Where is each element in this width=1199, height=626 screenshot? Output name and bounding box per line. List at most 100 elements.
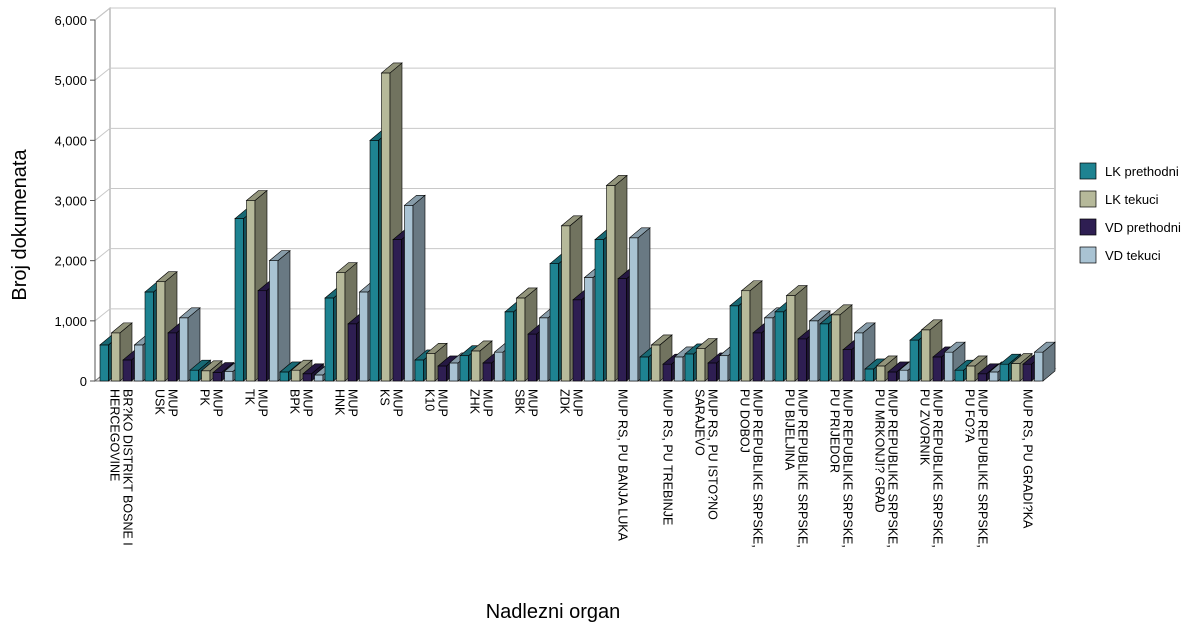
bar-front	[909, 339, 919, 382]
bar-front	[696, 348, 706, 382]
bar-top	[887, 361, 910, 373]
bar-front	[369, 140, 379, 382]
x-category-line: USK	[153, 389, 167, 415]
gridline-side	[94, 308, 111, 322]
x-category-line: MUP REPUBLIKE SRPSKE,	[931, 389, 945, 548]
bar-front	[831, 314, 841, 382]
x-category-line: MUP	[436, 389, 450, 417]
legend-item: VD tekuci	[1079, 246, 1161, 264]
x-category-label: MUP REPUBLIKE SRPSKE,PU FO?A	[963, 389, 990, 548]
bar-front	[999, 363, 1009, 382]
bar-top	[965, 355, 988, 367]
x-category-line: MUP RS, PU ISTO?NO	[706, 389, 720, 520]
x-category-line: PU PRIJEDOR	[828, 389, 842, 473]
bar-front	[111, 332, 121, 382]
bar-top	[560, 215, 583, 227]
x-category-line: HNK	[333, 389, 347, 416]
legend-label: LK prethodni	[1105, 164, 1179, 179]
bar-front	[482, 362, 492, 382]
bar-front	[392, 239, 402, 382]
bar-front	[234, 218, 244, 382]
bar-front	[774, 311, 784, 382]
bar-front	[764, 317, 774, 382]
x-category-line: MUP	[346, 389, 360, 417]
x-category-line: MUP	[571, 389, 585, 417]
bar-front	[876, 365, 886, 382]
bar-front	[899, 369, 909, 382]
bar-front	[729, 305, 739, 382]
x-category-line: PU MRKONJI? GRAD	[873, 389, 887, 513]
bar-side	[277, 250, 291, 382]
bar-front	[549, 263, 559, 382]
bar-top	[268, 250, 291, 261]
bar-front	[201, 370, 211, 382]
y-tick-label: 2,000	[54, 254, 87, 269]
legend-item: LK prethodni	[1079, 162, 1179, 180]
legend-swatch	[1079, 246, 1097, 264]
bar-front	[302, 373, 312, 382]
bar	[178, 307, 201, 382]
gridline-side	[94, 7, 111, 21]
bar-front	[144, 291, 154, 382]
bar-front	[842, 349, 852, 382]
x-category-label: MUP REPUBLIKE SRPSKE,PU MRKONJI? GRAD	[873, 389, 900, 548]
legend-item: VD prethodni	[1079, 218, 1181, 236]
x-category-line: HERCEGOVINE	[108, 389, 122, 481]
bar-front	[539, 317, 549, 382]
bar-front	[279, 371, 289, 382]
bar-top	[110, 322, 133, 334]
y-axis-title: Broj dokumenata	[9, 149, 31, 301]
bar-front	[471, 350, 481, 382]
x-category-line: MUP REPUBLIKE SRPSKE,	[796, 389, 810, 548]
bar-front	[741, 290, 751, 382]
x-category-line: PU FO?A	[963, 389, 977, 443]
bar-top	[178, 307, 201, 319]
bar-front	[1011, 363, 1021, 382]
bar-front	[324, 297, 334, 382]
bar	[268, 250, 291, 382]
y-tick-label: 6,000	[54, 13, 87, 28]
x-category-line: ZHK	[468, 389, 482, 415]
gridline-side	[94, 67, 111, 81]
y-tick-label: 1,000	[54, 314, 87, 329]
x-category-line: MUP RS, PU TREBINJE	[661, 389, 675, 525]
x-category-label: MUP RS, PU TREBINJE	[661, 389, 675, 525]
legend-swatch	[1079, 190, 1097, 208]
bar-front	[257, 290, 267, 382]
bar-front	[224, 371, 234, 382]
legend-item: LK tekuci	[1079, 190, 1159, 208]
bar-top	[808, 310, 831, 322]
bar-top	[425, 343, 448, 354]
bar-front	[414, 359, 424, 382]
bar-front	[864, 368, 874, 382]
bar-top	[977, 363, 1000, 375]
x-category-line: MUP RS, PU BANJA LUKA	[616, 389, 630, 542]
bar-top	[212, 362, 235, 373]
x-category-line: MUP	[256, 389, 270, 417]
bar-front	[629, 237, 639, 382]
bar-front	[977, 373, 987, 382]
bar-front	[99, 344, 109, 382]
bar-front	[639, 356, 649, 382]
bar-front	[269, 260, 279, 382]
x-category-line: MUP	[301, 389, 315, 417]
bar-front	[212, 372, 222, 382]
bar-top	[380, 62, 403, 74]
x-category-line: MUP REPUBLIKE SRPSKE,	[976, 389, 990, 548]
bar-front	[617, 278, 627, 382]
y-tick-label: 4,000	[54, 133, 87, 148]
x-category-line: MUP REPUBLIKE SRPSKE,	[751, 389, 765, 548]
bar-front	[684, 353, 694, 382]
bar-front	[246, 200, 256, 382]
x-category-line: MUP	[166, 389, 180, 417]
bar-front	[404, 205, 414, 382]
bar-front	[1022, 363, 1032, 382]
bar-top	[650, 334, 673, 346]
bar-top	[605, 175, 628, 186]
